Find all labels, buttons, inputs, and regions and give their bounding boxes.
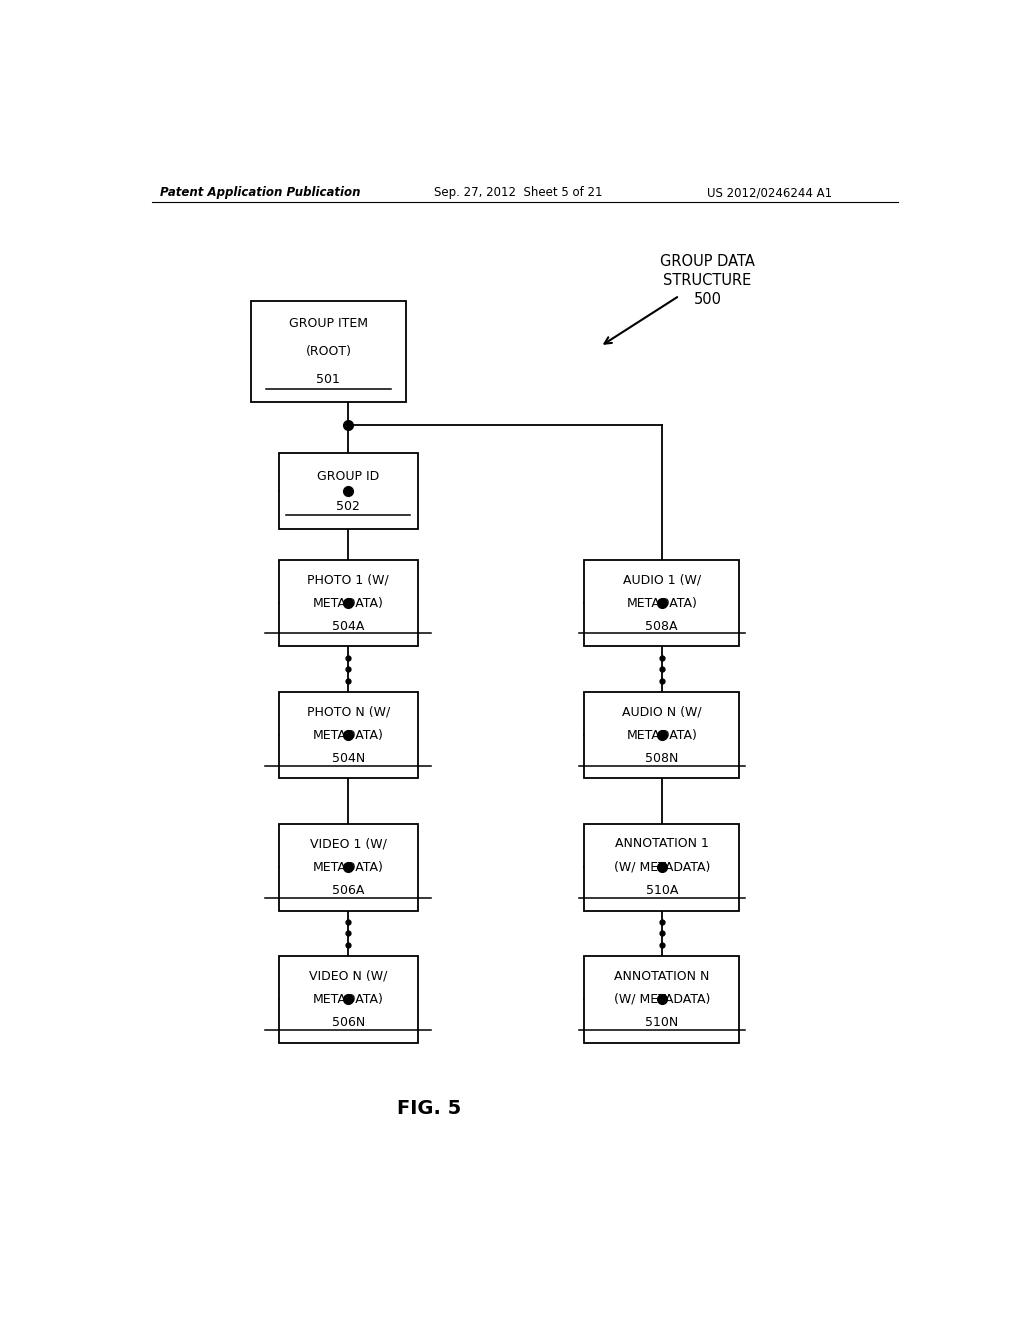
Bar — [279, 692, 418, 779]
Bar — [279, 453, 418, 529]
Text: 506A: 506A — [332, 884, 365, 898]
Bar — [585, 560, 739, 647]
Text: PHOTO N (W/: PHOTO N (W/ — [306, 705, 390, 718]
Text: GROUP ITEM: GROUP ITEM — [289, 317, 368, 330]
Bar — [585, 692, 739, 779]
Text: (ROOT): (ROOT) — [305, 345, 351, 358]
Text: 501: 501 — [316, 374, 340, 387]
Bar — [279, 560, 418, 647]
Text: 510A: 510A — [645, 884, 678, 898]
Text: 508A: 508A — [645, 620, 678, 634]
Text: GROUP DATA
STRUCTURE
500: GROUP DATA STRUCTURE 500 — [659, 253, 755, 308]
Text: FIG. 5: FIG. 5 — [397, 1100, 462, 1118]
Text: (W/ METADATA): (W/ METADATA) — [613, 993, 710, 1006]
Text: ANNOTATION 1: ANNOTATION 1 — [614, 837, 709, 850]
Text: 506N: 506N — [332, 1016, 365, 1030]
Bar — [251, 301, 406, 403]
Text: METADATA): METADATA) — [312, 861, 384, 874]
Text: VIDEO 1 (W/: VIDEO 1 (W/ — [310, 837, 387, 850]
Text: US 2012/0246244 A1: US 2012/0246244 A1 — [708, 186, 833, 199]
Text: (W/ METADATA): (W/ METADATA) — [613, 861, 710, 874]
Text: METADATA): METADATA) — [312, 729, 384, 742]
Text: 504A: 504A — [332, 620, 365, 634]
Bar — [279, 956, 418, 1043]
Text: METADATA): METADATA) — [627, 729, 697, 742]
Text: ANNOTATION N: ANNOTATION N — [614, 970, 710, 982]
Text: VIDEO N (W/: VIDEO N (W/ — [309, 970, 387, 982]
Text: METADATA): METADATA) — [627, 597, 697, 610]
Bar — [585, 824, 739, 911]
Text: AUDIO 1 (W/: AUDIO 1 (W/ — [623, 573, 700, 586]
Text: 502: 502 — [336, 500, 360, 512]
Text: Sep. 27, 2012  Sheet 5 of 21: Sep. 27, 2012 Sheet 5 of 21 — [433, 186, 602, 199]
Text: 504N: 504N — [332, 752, 365, 766]
Text: 510N: 510N — [645, 1016, 678, 1030]
Text: Patent Application Publication: Patent Application Publication — [160, 186, 360, 199]
Text: AUDIO N (W/: AUDIO N (W/ — [622, 705, 701, 718]
Text: METADATA): METADATA) — [312, 597, 384, 610]
Text: METADATA): METADATA) — [312, 993, 384, 1006]
Text: 508N: 508N — [645, 752, 678, 766]
Text: PHOTO 1 (W/: PHOTO 1 (W/ — [307, 573, 389, 586]
Bar — [279, 824, 418, 911]
Bar — [585, 956, 739, 1043]
Text: GROUP ID: GROUP ID — [317, 470, 379, 483]
